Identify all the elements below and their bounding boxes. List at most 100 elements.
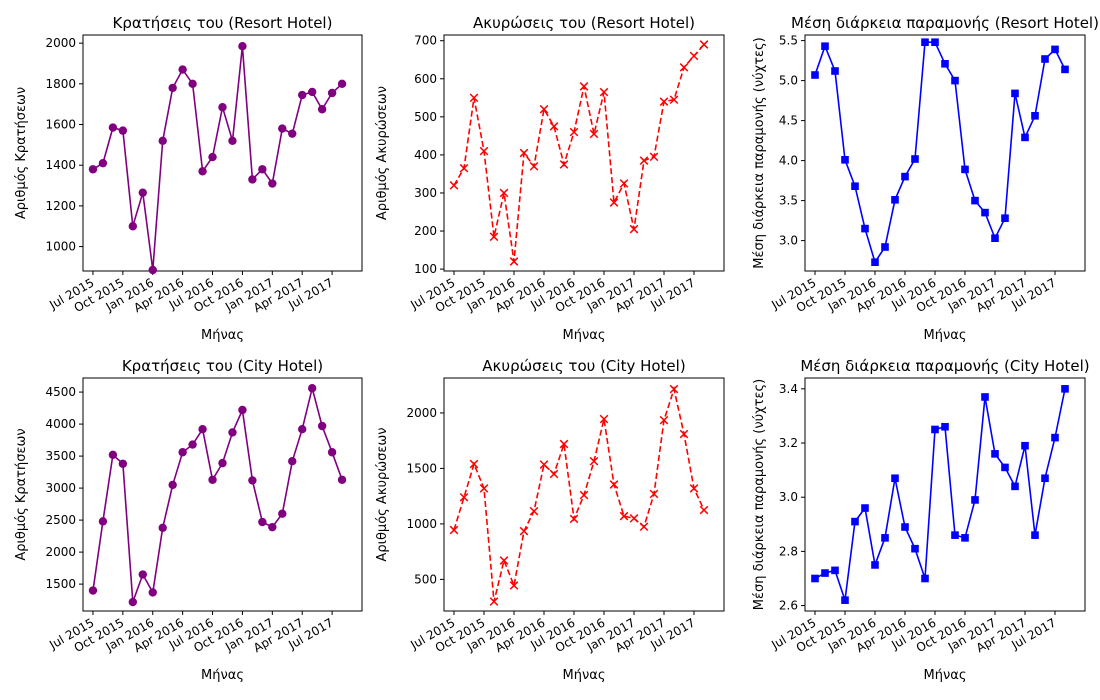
data-point <box>931 425 939 434</box>
data-point <box>891 196 899 204</box>
data-point <box>629 514 639 523</box>
data-point <box>307 384 317 393</box>
data-point <box>108 450 118 460</box>
data-point <box>689 484 699 493</box>
y-tick-label: 600 <box>414 72 437 86</box>
axes-frame <box>804 34 1086 272</box>
data-point <box>619 511 629 521</box>
data-point <box>298 425 307 434</box>
data-point <box>1061 65 1069 74</box>
data-point <box>901 523 909 531</box>
data-point <box>891 474 899 483</box>
series-line <box>814 388 1066 601</box>
data-point <box>138 188 147 197</box>
data-point <box>459 163 469 173</box>
data-point <box>178 448 187 457</box>
data-point <box>479 484 489 493</box>
y-tick-label: 2.8 <box>779 544 798 558</box>
axes-frame <box>443 377 725 612</box>
y-tick-label: 2500 <box>45 513 76 527</box>
data-point <box>1011 482 1019 491</box>
data-point <box>679 63 689 72</box>
y-tick-label: 3.0 <box>779 490 798 504</box>
subplot-5: Ακυρώσεις του (City Hotel) 500 1000 1500 200… <box>375 357 725 683</box>
data-point <box>699 40 709 49</box>
data-point <box>951 76 959 85</box>
series-line <box>814 41 1066 265</box>
data-point <box>208 152 217 162</box>
y-tick-label: 1400 <box>45 158 76 172</box>
data-point <box>961 165 969 174</box>
data-point <box>851 182 859 190</box>
data-point <box>138 570 147 579</box>
data-point <box>579 490 589 500</box>
data-point <box>327 88 337 98</box>
data-point <box>1001 214 1009 222</box>
x-axis-label: Μήνας <box>201 328 244 343</box>
y-tick-label: 400 <box>414 148 437 162</box>
y-tick-label: 500 <box>414 572 437 586</box>
data-point <box>178 65 187 74</box>
data-point <box>449 525 459 535</box>
data-point <box>1051 45 1059 54</box>
data-point <box>278 124 287 133</box>
x-axis-label: Μήνας <box>201 668 244 683</box>
y-tick-label: 700 <box>414 34 437 48</box>
data-point <box>248 476 257 485</box>
axes-frame <box>443 34 725 272</box>
data-point <box>529 506 539 516</box>
data-point <box>699 505 709 515</box>
data-point <box>921 38 929 46</box>
data-point <box>589 129 599 139</box>
data-point <box>218 458 227 468</box>
data-point <box>1031 112 1039 120</box>
data-point <box>851 517 859 526</box>
data-point <box>1041 474 1049 483</box>
chart-title: Ακυρώσεις του (City Hotel) <box>482 357 685 375</box>
data-point <box>821 569 829 577</box>
data-point <box>469 459 479 469</box>
data-point <box>559 160 569 169</box>
data-point <box>901 172 909 181</box>
data-point <box>469 93 479 103</box>
data-point <box>961 534 969 542</box>
y-tick-label: 2000 <box>45 36 76 50</box>
y-axis-label: Μέση διάρκεια παραμονής (νύχτες) <box>752 37 767 268</box>
data-point <box>569 514 579 524</box>
data-point <box>991 234 999 242</box>
y-tick-label: 3500 <box>45 449 76 463</box>
data-point <box>1041 55 1049 63</box>
y-tick-label: 1000 <box>45 240 76 254</box>
data-point <box>659 415 669 425</box>
y-axis-label: Αριθμός Κρατήσεων <box>14 428 29 560</box>
data-point <box>98 517 108 526</box>
data-point <box>589 456 599 466</box>
data-point <box>951 531 959 539</box>
data-point <box>599 87 609 97</box>
y-tick-label: 100 <box>414 262 437 276</box>
y-tick-label: 5.0 <box>779 74 798 88</box>
data-point <box>499 188 509 198</box>
data-point <box>238 405 247 415</box>
data-point <box>288 457 297 466</box>
data-point <box>579 82 589 91</box>
data-point <box>1031 531 1039 539</box>
data-point <box>539 460 549 469</box>
data-point <box>689 51 699 61</box>
data-point <box>307 87 317 97</box>
data-point <box>659 97 669 106</box>
data-point <box>1051 433 1059 442</box>
data-point <box>168 480 177 490</box>
x-axis-label: Μήνας <box>563 328 606 343</box>
subplot-2: Ακυρώσεις του (Resort Hotel) 100 200 300 400… <box>375 14 725 343</box>
data-point <box>821 42 829 50</box>
data-point <box>941 60 949 68</box>
data-point <box>1021 133 1029 142</box>
data-point <box>841 596 849 604</box>
data-point <box>489 232 499 242</box>
data-point <box>1011 89 1019 98</box>
data-point <box>911 544 919 553</box>
data-point <box>519 526 529 536</box>
data-point <box>128 597 138 607</box>
data-point <box>188 79 197 89</box>
